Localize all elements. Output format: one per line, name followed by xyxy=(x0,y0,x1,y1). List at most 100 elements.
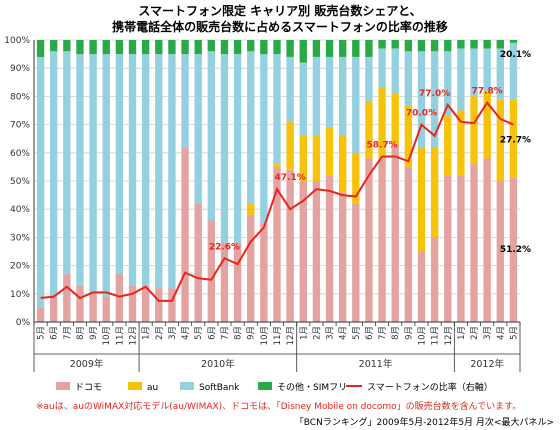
x-tick-label: 1月 xyxy=(457,326,467,340)
x-tick-label: 2月 xyxy=(470,326,480,340)
bar-segment xyxy=(391,40,399,49)
bar-segment xyxy=(483,90,491,159)
bar-segment xyxy=(181,40,189,55)
bar-segment xyxy=(352,203,360,322)
year-label: 2010年 xyxy=(201,358,235,370)
bar-segment xyxy=(365,56,373,103)
footnote: ※auは、auのWiMAX対応モデル(au/WIMAX)、ドコモは、「Disne… xyxy=(36,400,521,412)
legend-swatch-au xyxy=(128,382,142,390)
x-tick-label: 1月 xyxy=(299,326,309,340)
bar-segment xyxy=(220,40,229,55)
axes: 0%10%20%30%40%50%60%70%80%90%100%5月 6月 7月 8… xyxy=(4,36,521,372)
bar-segment xyxy=(444,175,452,322)
legend-item-au: au xyxy=(128,382,158,393)
bar-segment xyxy=(181,147,189,322)
y-tick-label: 40% xyxy=(10,205,30,215)
x-tick-label: 10月 xyxy=(260,326,270,345)
bar-segment xyxy=(286,121,294,170)
bar-segment xyxy=(312,135,321,181)
bar-segment xyxy=(325,56,334,128)
year-label: 2012年 xyxy=(470,358,504,370)
bar-segment xyxy=(181,54,189,148)
bar-segment xyxy=(352,56,360,153)
bar-segment xyxy=(509,40,518,43)
bar-segment xyxy=(247,203,255,215)
ratio-line-series xyxy=(40,100,514,302)
y-tick-label: 20% xyxy=(10,262,30,272)
bar-segment xyxy=(378,40,386,49)
bar-segment xyxy=(365,40,373,57)
bar-segment xyxy=(115,274,124,322)
legend-label-au: au xyxy=(147,383,158,393)
bar-segment xyxy=(483,158,491,322)
bar-segment xyxy=(299,135,307,181)
bar-segment xyxy=(273,40,281,55)
data-label: 77.0% xyxy=(419,89,450,99)
x-tick-label: 11月 xyxy=(273,326,283,345)
bar-segment xyxy=(194,54,202,204)
bar-segment xyxy=(50,296,58,322)
bar-segment xyxy=(89,54,97,294)
data-label: 22.6% xyxy=(209,242,240,252)
bar-segment xyxy=(430,147,439,238)
bar-segment xyxy=(417,251,426,322)
bar-segment xyxy=(444,116,452,176)
bar-segment xyxy=(286,169,294,322)
bar-segment xyxy=(247,40,255,52)
bar-segment xyxy=(509,99,518,178)
legend-label-other: その他・SIMフリー xyxy=(277,381,356,393)
bar-segment xyxy=(417,51,426,148)
bar-segment xyxy=(260,40,268,55)
data-label: 58.7% xyxy=(366,140,397,150)
bar-segment xyxy=(141,285,150,322)
data-label: 47.1% xyxy=(275,173,306,183)
bar-segment xyxy=(457,175,465,322)
bar-segment xyxy=(220,243,229,322)
bar-segment xyxy=(128,285,137,322)
y-tick-label: 30% xyxy=(10,233,30,243)
bar-segment xyxy=(338,40,347,57)
x-tick-label: 7月 xyxy=(220,326,230,340)
x-tick-label: 5月 xyxy=(352,326,362,340)
bar-segment xyxy=(430,51,439,148)
bar-segment xyxy=(155,54,163,289)
series-3 xyxy=(36,40,518,63)
bar-segment xyxy=(128,54,137,286)
x-tick-label: 6月 xyxy=(365,326,375,340)
bar-segment xyxy=(404,104,413,167)
x-tick-label: 6月 xyxy=(207,326,217,340)
bar-segment xyxy=(36,307,45,322)
bar-segment xyxy=(115,54,124,275)
source-note: 「BCNランキング」2009年5月-2012年5月 月次<最大パネル> xyxy=(295,416,554,428)
bar-segment xyxy=(470,40,478,49)
bar-segment xyxy=(509,177,518,322)
bar-segment xyxy=(312,40,321,57)
legend-swatch-softbank xyxy=(180,382,194,390)
bar-segment xyxy=(89,293,97,322)
data-label: 51.2% xyxy=(500,245,531,255)
ratio-line xyxy=(40,100,514,302)
bar-segment xyxy=(378,87,386,159)
bar-segment xyxy=(496,181,504,322)
bar-segment xyxy=(247,51,255,204)
bar-segment xyxy=(220,54,229,244)
bar-segment xyxy=(430,40,439,52)
x-tick-label: 5月 xyxy=(37,326,47,340)
bar-segment xyxy=(207,40,216,52)
bar-segment xyxy=(365,102,373,159)
bar-segment xyxy=(378,158,386,322)
bar-segment xyxy=(260,54,268,224)
bar-segment xyxy=(102,40,110,55)
bar-segment xyxy=(312,56,321,136)
series-2 xyxy=(36,42,518,308)
x-tick-label: 12月 xyxy=(444,326,454,345)
bar-segment xyxy=(141,54,150,286)
bar-segment xyxy=(76,285,84,322)
bar-segment xyxy=(260,223,268,322)
bar-segment xyxy=(417,40,426,52)
bar-segment xyxy=(470,96,478,165)
x-tick-label: 4月 xyxy=(181,326,191,340)
y-tick-label: 0% xyxy=(16,318,31,328)
bar-segment xyxy=(338,56,347,136)
